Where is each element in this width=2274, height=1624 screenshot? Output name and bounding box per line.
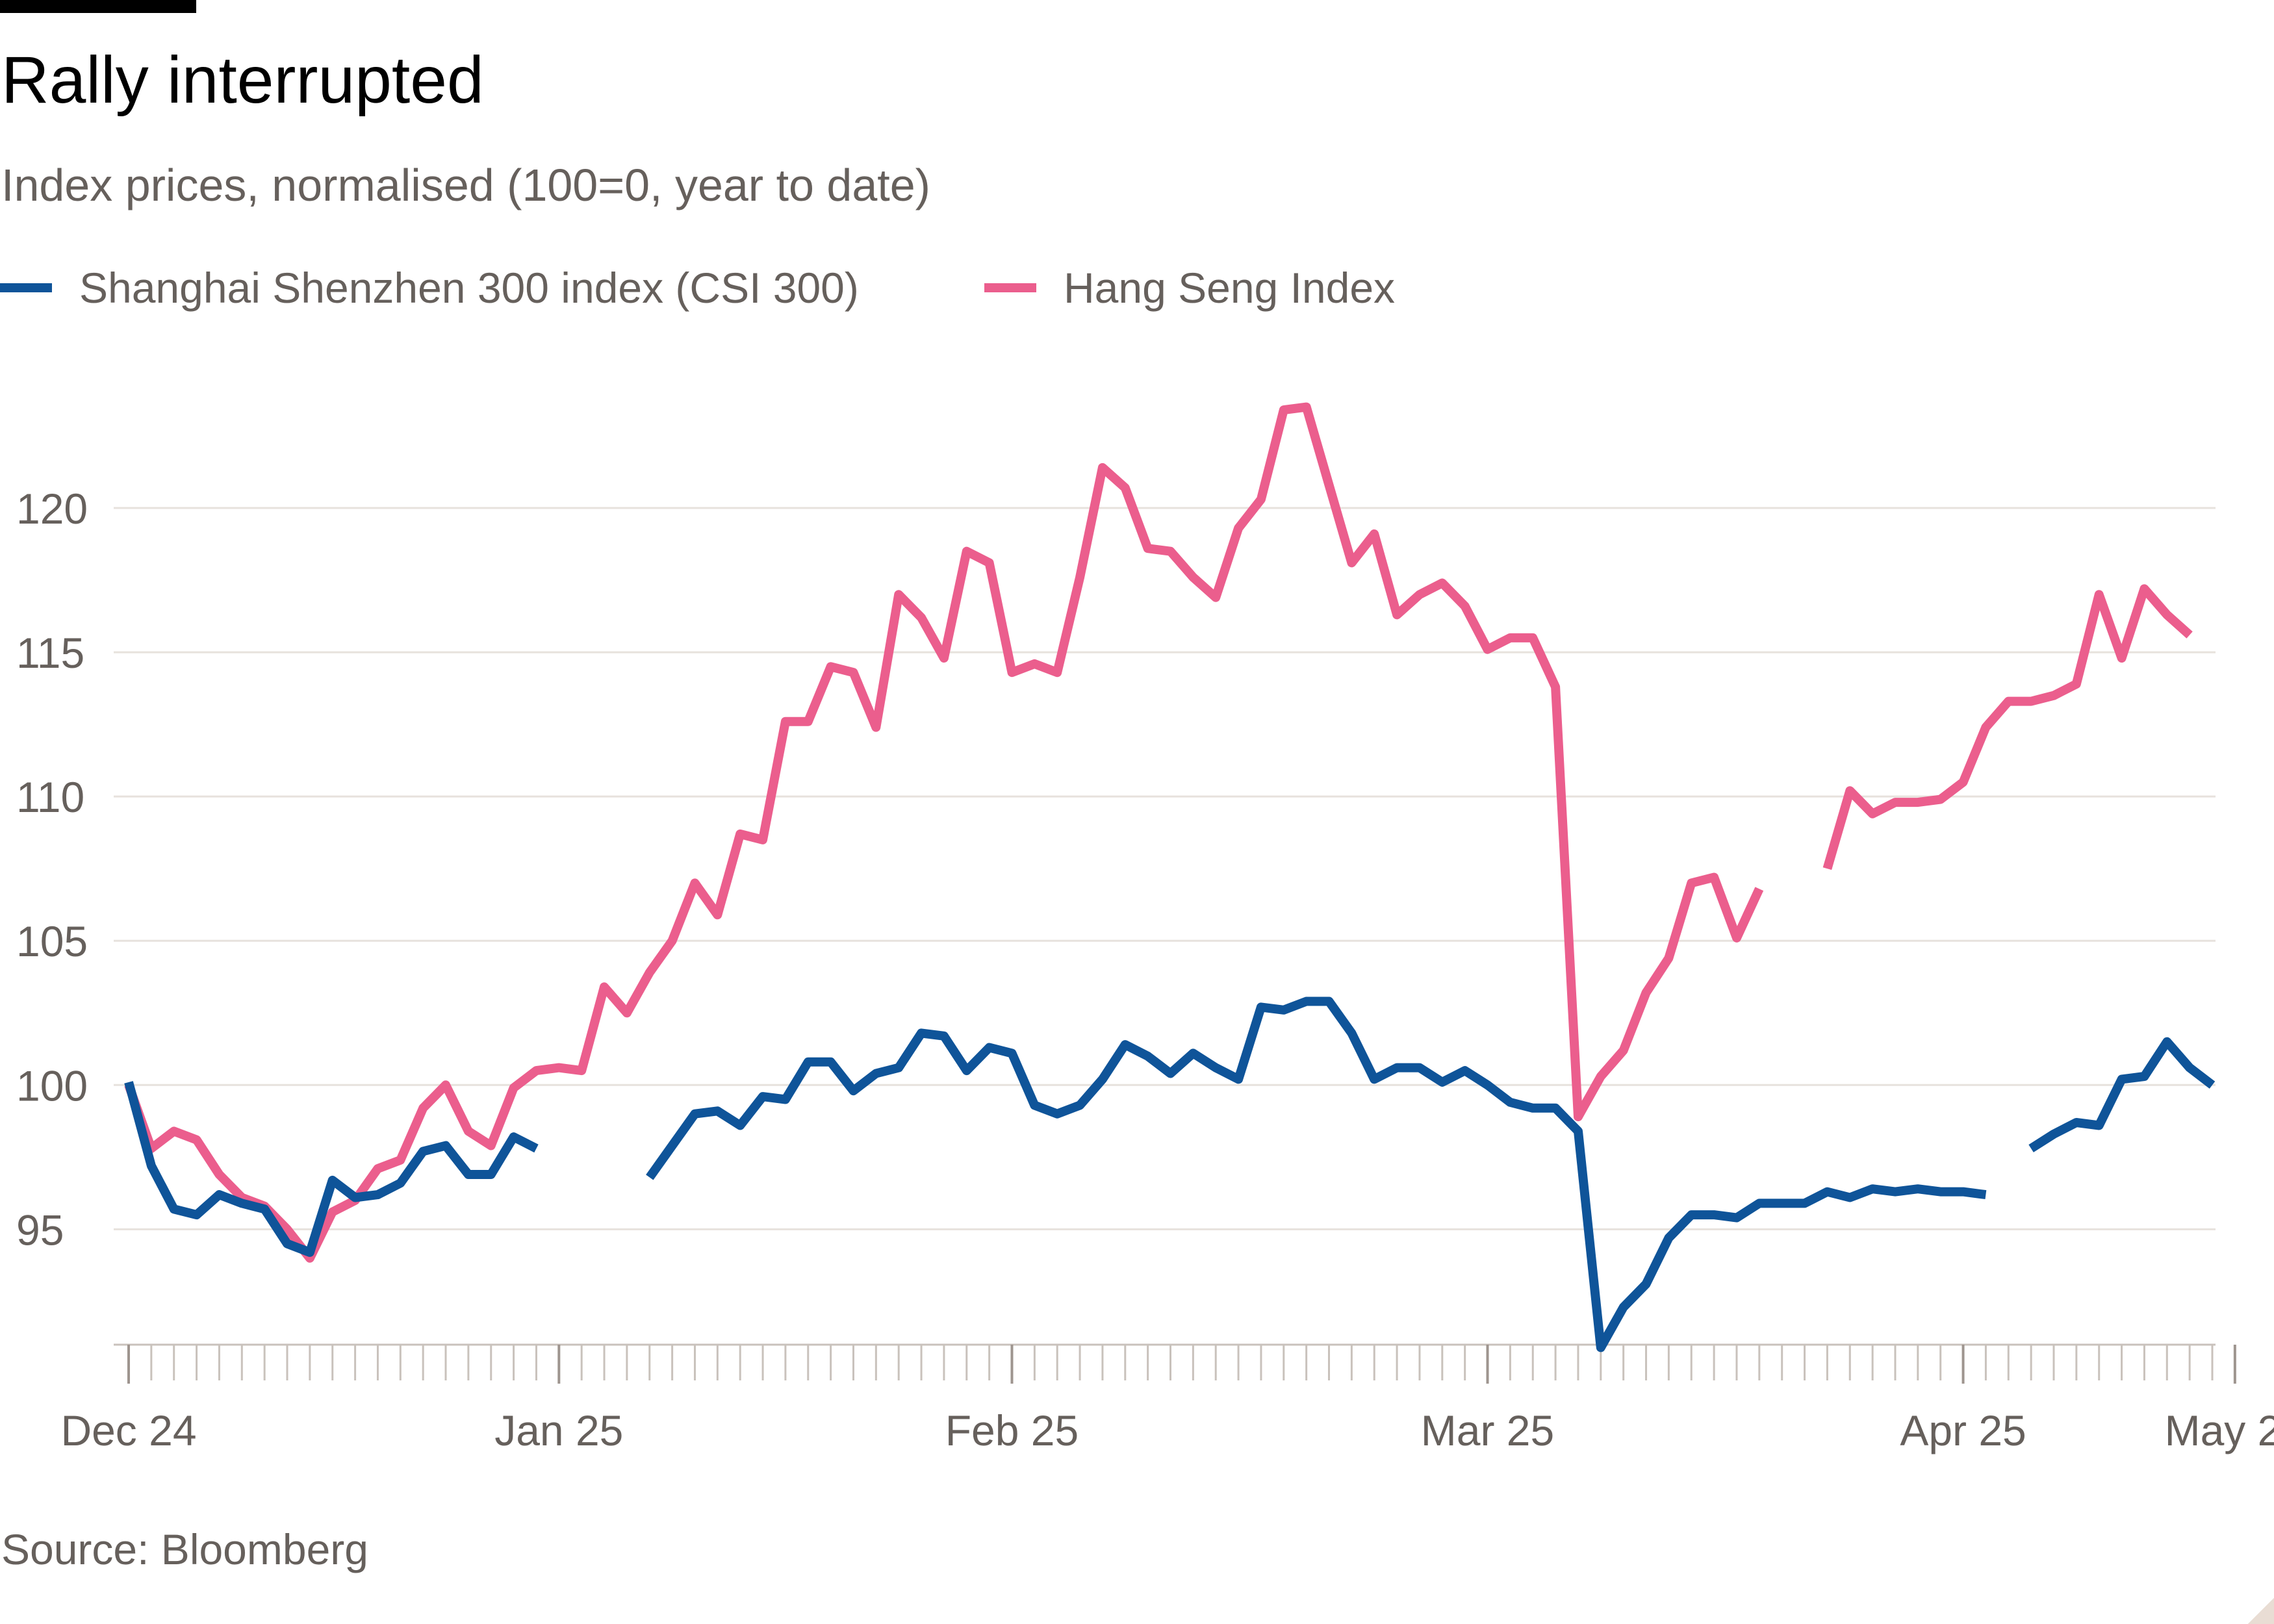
chart-title: Rally interrupted (1, 43, 484, 117)
series-line-hang-seng (1822, 584, 2193, 870)
series-layer (124, 402, 2216, 1352)
x-tick-label: Apr 25 (1900, 1406, 2026, 1454)
axis-labels: 95 100 105 110 115 120 Dec 24 Jan 25 Feb 25 Mar 2… (16, 485, 2274, 1454)
grid-layer (114, 507, 2216, 1230)
y-tick-label-95: 95 (16, 1206, 64, 1254)
source-note: Source: Bloomberg (1, 1525, 368, 1573)
legend-swatch-hang-seng (984, 283, 1036, 292)
legend-swatch-csi300 (0, 283, 52, 292)
series-line-csi300 (124, 1081, 539, 1257)
y-tick-label-100: 100 (16, 1061, 88, 1110)
y-tick-label-120: 120 (16, 485, 88, 533)
corner-mark (2248, 1598, 2274, 1624)
legend-label-csi300: Shanghai Shenzhen 300 index (CSI 300) (79, 264, 859, 312)
x-tick-label: Mar 25 (1421, 1406, 1554, 1454)
chart-subtitle: Index prices, normalised (100=0, year to… (1, 160, 930, 210)
series-line-csi300 (646, 996, 1987, 1352)
series-line-csi300 (2028, 1037, 2216, 1152)
x-tick-label: Dec 24 (60, 1406, 196, 1454)
x-axis (114, 1343, 2236, 1384)
x-tick-label: May 25 (2165, 1406, 2274, 1454)
brand-bar (0, 0, 196, 13)
y-tick-label-110: 110 (16, 773, 84, 821)
y-tick-label-115: 115 (16, 629, 84, 677)
legend-label-hang-seng: Hang Seng Index (1064, 264, 1396, 312)
x-tick-label: Jan 25 (494, 1406, 623, 1454)
x-tick-label: Feb 25 (945, 1406, 1079, 1454)
series-line-hang-seng (124, 402, 1764, 1263)
y-tick-label-105: 105 (16, 917, 88, 965)
